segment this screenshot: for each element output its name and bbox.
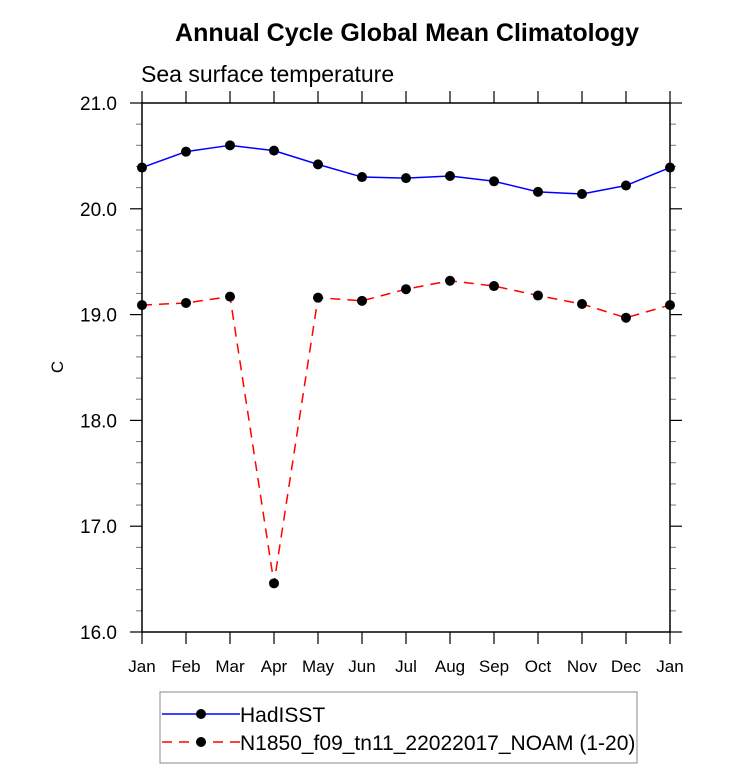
x-tick-label: Jun [348,657,375,676]
series-1 [137,275,675,589]
x-tick-label: Sep [479,657,509,676]
data-point [577,299,587,310]
data-point [577,188,587,199]
x-tick-label: Dec [611,657,642,676]
legend: HadISST N1850_f09_tn11_22022017_NOAM (1-2… [159,691,638,764]
plot-frame [141,102,671,633]
data-point [313,159,323,170]
x-tick-label: Nov [567,657,598,676]
x-tick-label: Aug [435,657,465,676]
y-tick-label: 19.0 [80,306,117,327]
data-point [357,295,367,306]
legend-item: HadISST [162,704,325,727]
x-tick-label: Jul [395,657,417,676]
legend-item: N1850_f09_tn11_22022017_NOAM (1-20) [162,732,635,755]
x-tick-label: Apr [261,657,288,676]
x-tick-label: Jan [656,657,683,676]
data-point [181,297,191,308]
x-tick-label: Feb [171,657,200,676]
legend-marker [196,709,206,719]
data-point [181,146,191,157]
y-tick-label: 17.0 [80,517,117,538]
data-point [313,292,323,303]
data-point [401,284,411,295]
legend-box [159,691,638,764]
data-point [445,171,455,182]
data-point [225,291,235,302]
data-point [533,290,543,301]
data-point [357,172,367,183]
data-point [401,173,411,184]
data-point [489,176,499,187]
y-tick-label: 16.0 [80,623,117,644]
chart-subtitle: Sea surface temperature [141,61,394,87]
legend-marker [196,737,206,747]
x-tick-label: Oct [525,657,552,676]
data-point [225,140,235,151]
data-point [621,312,631,323]
y-tick-label: 20.0 [80,200,117,221]
x-tick-label: Jan [128,657,155,676]
legend-label: HadISST [240,704,325,727]
legend-label: N1850_f09_tn11_22022017_NOAM (1-20) [240,732,635,755]
data-point [489,281,499,292]
data-point [269,578,279,589]
y-tick-labels: 16.0 17.0 18.0 19.0 20.0 21.0 [80,94,117,644]
data-point [533,186,543,197]
series-layer [137,140,675,589]
y-tick-label: 18.0 [80,411,117,432]
x-tick-label: Mar [215,657,245,676]
y-tick-label: 21.0 [80,94,117,115]
data-point [445,275,455,286]
series-0 [137,140,675,199]
series-line [141,144,671,195]
series-line [141,279,671,584]
x-tick-labels: Jan Feb Mar Apr May Jun Jul Aug Sep Oct Nov Dec Jan [128,657,683,676]
data-point [269,145,279,156]
data-point [621,180,631,191]
chart-title: Annual Cycle Global Mean Climatology [175,19,639,47]
x-tick-label: May [302,657,335,676]
y-axis-label: C [48,361,67,373]
axis-ticks [130,91,682,644]
